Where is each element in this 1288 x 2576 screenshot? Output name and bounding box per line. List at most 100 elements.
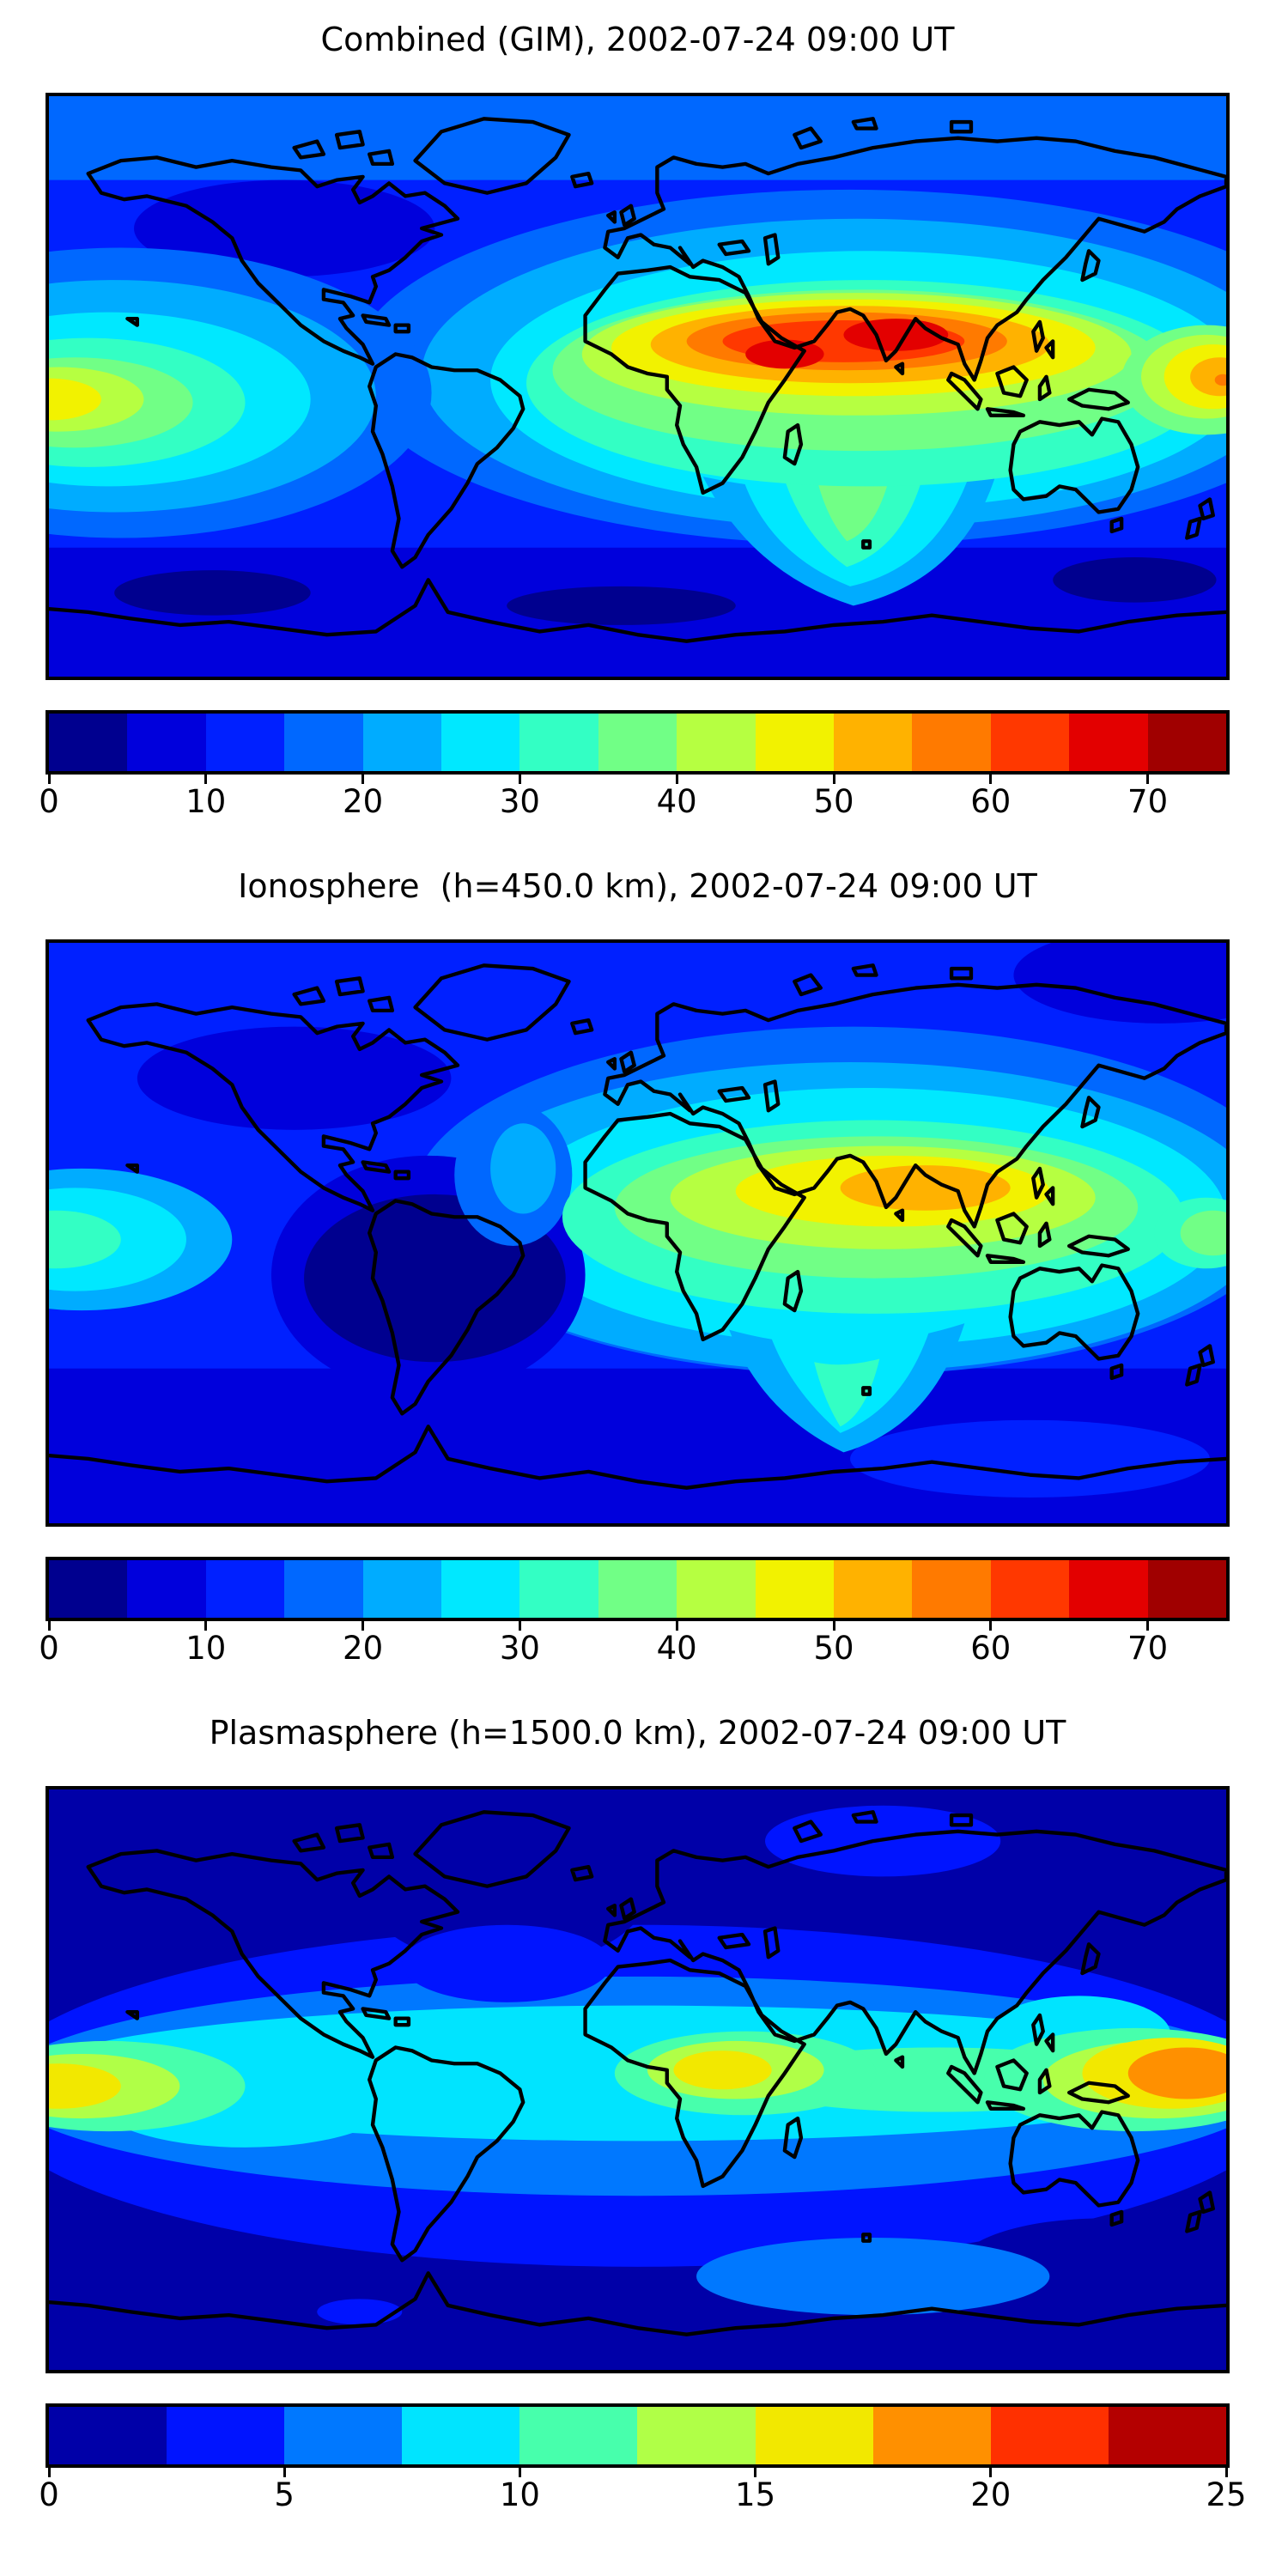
colorbar-segment: [362, 714, 442, 771]
colorbar-tick-mark: [1146, 772, 1150, 784]
colorbar-tick-mark: [832, 772, 835, 784]
colorbar-tick-label: 50: [813, 783, 854, 820]
contour-map-svg: [49, 96, 1226, 677]
contour-fills: [49, 943, 1226, 1523]
colorbar-tick-mark: [518, 1619, 521, 1631]
colorbar-tick-label: 0: [39, 2476, 59, 2513]
colorbar-tick-mark: [675, 772, 678, 784]
colorbar-tick-mark: [204, 772, 208, 784]
contour-band: [137, 1026, 452, 1130]
colorbar-segment: [127, 714, 206, 771]
colorbar-segment: [205, 714, 285, 771]
coastlines: [49, 1810, 1226, 2336]
colorbar-segment: [284, 714, 363, 771]
colorbar-segment: [49, 2407, 167, 2464]
colorbar-segment: [872, 2407, 991, 2464]
colorbar-tick-label: 50: [813, 1630, 854, 1667]
colorbar-tick-label: 10: [499, 2476, 540, 2513]
colorbar-segment: [519, 2407, 638, 2464]
colorbar-segment: [127, 1560, 206, 1618]
contour-band: [49, 2063, 121, 2109]
colorbar-segment: [167, 2407, 285, 2464]
colorbar-segment: [1069, 714, 1148, 771]
colorbar-segment: [637, 2407, 756, 2464]
colorbar-tick-mark: [283, 2465, 286, 2477]
panel-title: Ionosphere (h=450.0 km), 2002-07-24 09:0…: [238, 867, 1037, 905]
world-map-ionosphere: [46, 939, 1230, 1527]
contour-band: [1180, 1210, 1226, 1256]
contour-band: [1053, 557, 1217, 603]
colorbar-tick-label: 0: [39, 783, 59, 820]
colorbar-ionosphere: [46, 1557, 1230, 1621]
colorbar-segment: [990, 714, 1070, 771]
colorbar-tick-mark: [1146, 1619, 1150, 1631]
colorbar-segment: [284, 1560, 363, 1618]
contour-band: [673, 2050, 772, 2090]
contour-band: [1127, 2047, 1226, 2099]
contour-band: [1013, 943, 1226, 1024]
colorbar-segment: [49, 714, 128, 771]
contour-band: [507, 586, 736, 625]
colorbar-segment: [519, 1560, 598, 1618]
colorbar-segment: [755, 714, 835, 771]
colorbar-segment: [1108, 2407, 1226, 2464]
colorbar-tick-mark: [518, 2465, 521, 2477]
colorbar-segment: [362, 1560, 442, 1618]
contour-map-svg: [49, 1789, 1226, 2370]
colorbar-segment: [402, 2407, 520, 2464]
contour-band: [850, 1419, 1210, 1498]
colorbar-segment: [1147, 714, 1227, 771]
colorbar-segment: [990, 2407, 1109, 2464]
contour-band: [1190, 357, 1226, 397]
colorbar-segment: [912, 1560, 991, 1618]
colorbar-tick-label: 60: [970, 1630, 1012, 1667]
colorbar-segment: [519, 714, 598, 771]
colorbar-segment: [598, 1560, 677, 1618]
panel-ionosphere: Ionosphere (h=450.0 km), 2002-07-24 09:0…: [0, 847, 1288, 1693]
colorbar-tick-mark: [361, 1619, 365, 1631]
colorbar-segment: [834, 714, 913, 771]
colorbar-tick-label: 10: [185, 1630, 227, 1667]
world-map-plasmasphere: [46, 1786, 1230, 2373]
contour-band: [814, 1358, 880, 1427]
colorbar-segment: [49, 1560, 128, 1618]
panel-combined: Combined (GIM), 2002-07-24 09:00 UT 0 10 2…: [0, 0, 1288, 847]
contour-map-svg: [49, 943, 1226, 1523]
panel-plasmasphere: Plasmasphere (h=1500.0 km), 2002-07-24 0…: [0, 1693, 1288, 2540]
colorbar-tick-label: 40: [656, 783, 697, 820]
colorbar-tick-label: 30: [499, 1630, 540, 1667]
colorbar-segment: [441, 1560, 520, 1618]
world-map-combined: [46, 93, 1230, 680]
colorbar-segment: [441, 714, 520, 771]
panel-title: Combined (GIM), 2002-07-24 09:00 UT: [320, 21, 955, 58]
coastlines: [49, 117, 1226, 643]
contour-band: [317, 2299, 403, 2325]
colorbar-segment: [1147, 1560, 1227, 1618]
colorbar-tick-mark: [832, 1619, 835, 1631]
colorbar-tick-label: 20: [343, 783, 384, 820]
colorbar-segment: [990, 1560, 1070, 1618]
contour-band: [1214, 374, 1226, 386]
colorbar-segment: [205, 1560, 285, 1618]
colorbar-combined: [46, 710, 1230, 775]
colorbar-segment: [677, 714, 756, 771]
colorbar-tick-label: 10: [185, 783, 227, 820]
colorbar-tick-label: 25: [1206, 2476, 1247, 2513]
colorbar-tick-mark: [361, 772, 365, 784]
colorbar-tick-label: 40: [656, 1630, 697, 1667]
contour-band: [402, 1924, 612, 2002]
colorbar-tick-label: 20: [343, 1630, 384, 1667]
colorbar-tick-label: 30: [499, 783, 540, 820]
colorbar-tick-label: 0: [39, 1630, 59, 1667]
colorbar-tick-mark: [47, 1619, 51, 1631]
contour-band: [49, 378, 101, 421]
colorbar-plasmasphere: [46, 2403, 1230, 2468]
colorbar-segment: [912, 714, 991, 771]
colorbar-tick-label: 70: [1127, 1630, 1169, 1667]
contour-band: [696, 2238, 1050, 2316]
colorbar-segment: [677, 1560, 756, 1618]
colorbar-tick-label: 60: [970, 783, 1012, 820]
colorbar-tick-mark: [1224, 2465, 1228, 2477]
colorbar-tick-label: 5: [274, 2476, 295, 2513]
colorbar-tick-mark: [989, 1619, 993, 1631]
